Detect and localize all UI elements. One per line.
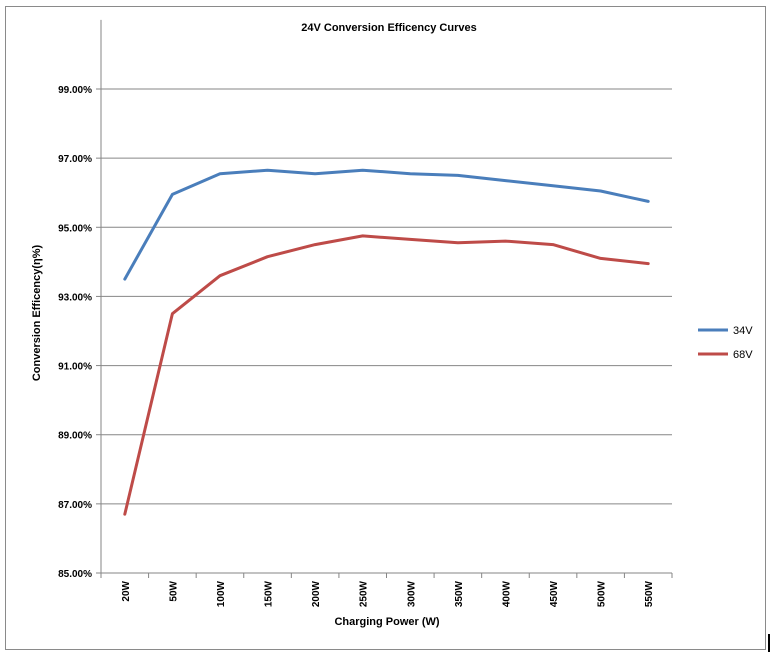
edge-mark	[768, 634, 770, 652]
y-tick-label-3: 91.00%	[58, 362, 92, 373]
y-tick-label-1: 87.00%	[58, 500, 92, 511]
y-tick-label-0: 85.00%	[58, 569, 92, 580]
x-tick-label-1: 50W	[168, 580, 179, 601]
series-line-0	[123, 168, 650, 281]
x-tick-label-9: 450W	[549, 580, 560, 607]
x-tick-label-6: 300W	[406, 580, 417, 607]
series-group	[123, 168, 650, 516]
y-axis-label: Conversion Efficency(η%)	[31, 245, 43, 382]
legend-label-0: 34V	[733, 325, 753, 337]
y-tick-label-5: 95.00%	[58, 223, 92, 234]
series-line-1	[123, 234, 650, 516]
y-tick-label-2: 89.00%	[58, 431, 92, 442]
x-tick-label-11: 550W	[644, 580, 655, 607]
x-tick-label-4: 200W	[311, 580, 322, 607]
y-tick-label-7: 99.00%	[58, 85, 92, 96]
gridlines	[101, 88, 672, 505]
chart-title: 24V Conversion Efficency Curves	[301, 22, 476, 34]
axes	[96, 19, 673, 578]
y-tick-label-6: 97.00%	[58, 154, 92, 165]
legend-label-1: 68V	[733, 349, 753, 361]
x-tick-label-0: 20W	[121, 580, 132, 601]
x-tick-label-2: 100W	[216, 580, 227, 607]
x-axis-label: Charging Power (W)	[334, 616, 439, 628]
x-tick-label-10: 500W	[597, 580, 608, 607]
chart-frame	[5, 6, 766, 650]
x-tick-label-5: 250W	[359, 580, 370, 607]
y-tick-labels: 85.00% 87.00% 89.00% 91.00% 93.00% 95.00% 97.0…	[58, 85, 92, 580]
x-tick-label-8: 400W	[501, 580, 512, 607]
legend: 34V 68V	[698, 325, 753, 361]
y-tick-label-4: 93.00%	[58, 292, 92, 303]
x-tick-label-7: 350W	[454, 580, 465, 607]
x-tick-label-3: 150W	[264, 580, 275, 607]
x-tick-labels: 20W 50W 100W 150W 200W 250W 300W 350W 400W 450W 50…	[121, 580, 655, 607]
